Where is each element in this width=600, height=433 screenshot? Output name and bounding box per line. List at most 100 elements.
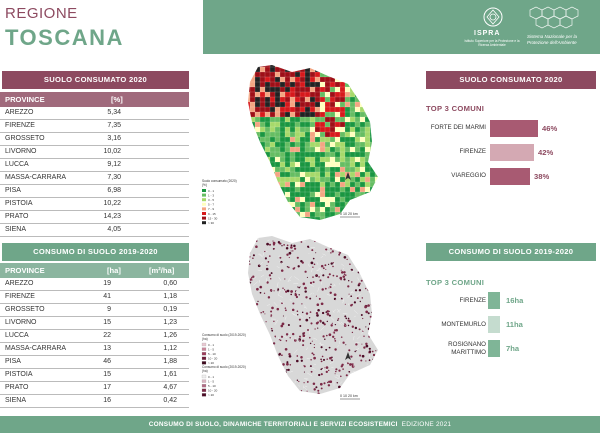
change-dot bbox=[320, 264, 324, 268]
municipality-area bbox=[259, 66, 266, 73]
municipality-area bbox=[349, 141, 356, 148]
municipality-area bbox=[374, 116, 378, 123]
change-dot bbox=[257, 350, 260, 353]
north-arrow-icon bbox=[345, 352, 351, 360]
change-dot bbox=[334, 237, 338, 240]
change-dot bbox=[258, 315, 261, 319]
municipality-area bbox=[359, 136, 366, 143]
municipality-area bbox=[304, 66, 311, 73]
map2-legend2-title: Consumo di suolo (2019-2020) bbox=[202, 365, 246, 369]
municipality-area bbox=[299, 91, 306, 98]
table-consumo-suolo: PROVINCE [ha] [m²/ha] AREZZO 19 0,60 FIRENZ… bbox=[0, 263, 189, 408]
change-dot bbox=[360, 279, 363, 282]
change-dot bbox=[358, 328, 361, 331]
municipality-area bbox=[304, 121, 311, 128]
change-dot bbox=[376, 274, 378, 278]
municipality-area bbox=[289, 201, 296, 208]
change-dot bbox=[293, 236, 296, 239]
municipality-area bbox=[344, 131, 351, 138]
municipality-area bbox=[349, 191, 356, 198]
legend-label: 9 - 15 bbox=[208, 212, 216, 216]
municipality-area bbox=[359, 121, 366, 128]
change-dot bbox=[270, 315, 272, 318]
change-dot bbox=[282, 372, 285, 375]
change-dot bbox=[327, 276, 330, 279]
municipality-area bbox=[248, 66, 251, 73]
municipality-area bbox=[329, 65, 336, 68]
municipality-area bbox=[314, 116, 321, 123]
municipality-area bbox=[274, 116, 281, 123]
municipality-area bbox=[369, 181, 376, 188]
municipality-area bbox=[274, 81, 281, 88]
municipality-area bbox=[380, 137, 385, 142]
municipality-area bbox=[289, 206, 296, 213]
change-dot bbox=[361, 265, 364, 267]
municipality-area bbox=[324, 131, 331, 138]
region-label: REGIONE bbox=[5, 5, 78, 22]
municipality-area bbox=[324, 216, 331, 220]
change-dot bbox=[290, 246, 293, 249]
change-dot bbox=[312, 266, 314, 268]
change-dot bbox=[368, 322, 372, 326]
municipality-area bbox=[369, 196, 376, 203]
change-dot bbox=[331, 359, 333, 362]
change-dot bbox=[268, 359, 270, 361]
change-dot bbox=[328, 346, 331, 349]
change-dot bbox=[280, 260, 283, 264]
change-dot bbox=[257, 373, 260, 376]
municipality-area bbox=[309, 201, 316, 208]
municipality-area bbox=[240, 72, 245, 77]
boundary-line bbox=[352, 336, 355, 341]
province-name: LUCCA bbox=[5, 332, 29, 339]
change-dot bbox=[371, 350, 374, 353]
boundary-line bbox=[264, 250, 268, 252]
municipality-area bbox=[264, 201, 271, 208]
municipality-area bbox=[359, 81, 366, 88]
municipality-area bbox=[344, 186, 351, 193]
change-dot bbox=[288, 251, 292, 255]
municipality-area bbox=[299, 201, 306, 208]
municipality-area bbox=[329, 81, 336, 88]
change-dot bbox=[245, 263, 248, 266]
municipality-area bbox=[359, 191, 366, 198]
boundary-line bbox=[248, 260, 252, 264]
change-dot bbox=[373, 286, 376, 290]
municipality-area bbox=[269, 76, 276, 83]
change-dot bbox=[332, 262, 334, 264]
change-dot bbox=[348, 389, 351, 392]
change-dot bbox=[295, 290, 297, 292]
change-dot bbox=[249, 309, 252, 312]
boundary-line bbox=[365, 390, 367, 394]
boundary-line bbox=[356, 348, 360, 351]
municipality-area bbox=[284, 121, 291, 128]
municipality-area bbox=[354, 201, 361, 208]
change-dot bbox=[277, 241, 281, 244]
municipality-area bbox=[315, 222, 320, 227]
municipality-area bbox=[374, 196, 378, 203]
municipality-area bbox=[319, 216, 326, 220]
change-dot bbox=[317, 389, 320, 392]
municipality-area bbox=[248, 191, 251, 198]
boundary-line bbox=[366, 392, 369, 394]
municipality-area bbox=[324, 161, 331, 168]
province-name: PRATO bbox=[5, 213, 29, 220]
province-name: MASSA-CARRARA bbox=[5, 174, 67, 181]
change-dot bbox=[340, 269, 342, 271]
change-dot bbox=[351, 281, 353, 283]
municipality-area bbox=[279, 146, 286, 153]
change-dot bbox=[329, 291, 332, 294]
municipality-area bbox=[294, 81, 301, 88]
municipality-area bbox=[259, 171, 266, 178]
boundary-line bbox=[257, 237, 259, 241]
table-row: GROSSETO 3,16 bbox=[0, 133, 189, 146]
municipality-area bbox=[334, 181, 341, 188]
municipality-area bbox=[319, 121, 326, 128]
change-dot bbox=[286, 368, 288, 371]
boundary-line bbox=[291, 336, 293, 340]
change-dot bbox=[284, 371, 287, 374]
change-dot bbox=[359, 300, 361, 303]
municipality-area bbox=[294, 206, 301, 213]
change-dot bbox=[289, 364, 292, 366]
municipality-area bbox=[279, 156, 286, 163]
municipality-area bbox=[284, 106, 291, 113]
